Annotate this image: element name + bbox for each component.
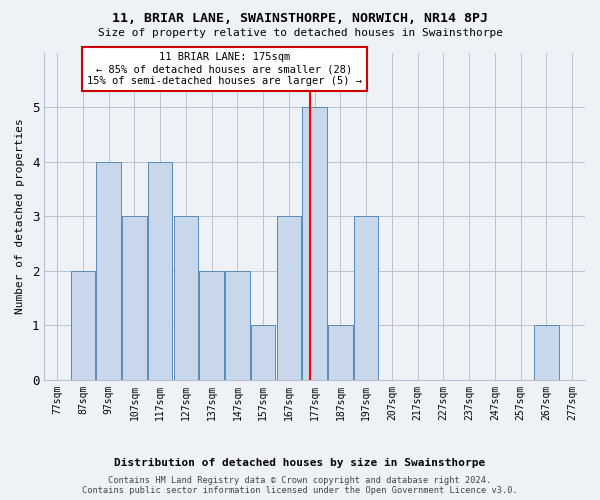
Bar [277, 216, 301, 380]
Text: 11 BRIAR LANE: 175sqm
← 85% of detached houses are smaller (28)
15% of semi-deta: 11 BRIAR LANE: 175sqm ← 85% of detached … [87, 52, 362, 86]
Text: Size of property relative to detached houses in Swainsthorpe: Size of property relative to detached ho… [97, 28, 503, 38]
Text: Distribution of detached houses by size in Swainsthorpe: Distribution of detached houses by size … [115, 458, 485, 468]
Bar [302, 107, 327, 380]
Text: Contains HM Land Registry data © Crown copyright and database right 2024.
Contai: Contains HM Land Registry data © Crown c… [82, 476, 518, 495]
Y-axis label: Number of detached properties: Number of detached properties [15, 118, 25, 314]
Bar [148, 162, 172, 380]
Text: 11, BRIAR LANE, SWAINSTHORPE, NORWICH, NR14 8PJ: 11, BRIAR LANE, SWAINSTHORPE, NORWICH, N… [112, 12, 488, 26]
Bar [199, 271, 224, 380]
Bar [251, 326, 275, 380]
Bar [97, 162, 121, 380]
Bar [71, 271, 95, 380]
Bar [122, 216, 146, 380]
Bar [534, 326, 559, 380]
Bar [354, 216, 379, 380]
Bar [173, 216, 198, 380]
Bar [225, 271, 250, 380]
Bar [328, 326, 353, 380]
